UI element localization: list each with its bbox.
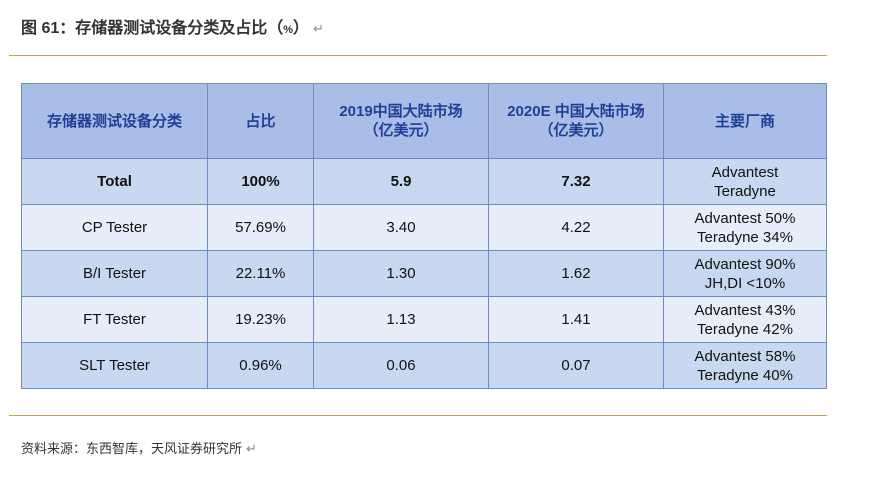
figure-title-text: 图 61：存储器测试设备分类及占比（: [21, 20, 284, 37]
header-share-label: 占比: [245, 112, 276, 130]
vendor-line: Teradyne 34%: [697, 228, 793, 246]
cell-market-2020: 4.22: [488, 204, 664, 251]
cell-vendors: Advantest 90% JH,DI <10%: [663, 250, 827, 297]
cell-market-2019: 1.13: [313, 296, 489, 343]
figure-title: 图 61：存储器测试设备分类及占比（%） ↵: [21, 14, 324, 38]
table-header-row: 存储器测试设备分类 占比 2019中国大陆市场 （亿美元） 2020E 中国大陆…: [21, 83, 827, 159]
header-2020-unit: （亿美元）: [538, 122, 614, 139]
table-row: CP Tester 57.69% 3.40 4.22 Advantest 50%…: [21, 204, 827, 251]
cell-market-2020: 0.07: [488, 342, 664, 389]
cell-share: 100%: [207, 158, 314, 205]
cell-category: Total: [21, 158, 208, 205]
header-2020-market: 2020E 中国大陆市场 （亿美元）: [488, 83, 664, 159]
cell-vendors: Advantest 50% Teradyne 34%: [663, 204, 827, 251]
paragraph-mark-icon: ↵: [246, 441, 257, 456]
cell-category: SLT Tester: [21, 342, 208, 389]
figure-title-close: ）: [293, 20, 310, 37]
cell-market-2019: 3.40: [313, 204, 489, 251]
source-text: 资料来源：东西智库，天风证券研究所: [21, 441, 243, 456]
cell-category: CP Tester: [21, 204, 208, 251]
vendor-line: Teradyne 40%: [697, 366, 793, 384]
cell-market-2020: 1.41: [488, 296, 664, 343]
bottom-rule: [9, 415, 827, 416]
table-row-total: Total 100% 5.9 7.32 Advantest Teradyne: [21, 158, 827, 205]
cell-market-2019: 1.30: [313, 250, 489, 297]
paragraph-mark-icon: ↵: [313, 21, 324, 36]
cell-share: 57.69%: [207, 204, 314, 251]
figure-title-percent: %: [283, 24, 294, 36]
header-2019-unit: （亿美元）: [363, 122, 439, 139]
vendor-line: Advantest 90%: [694, 255, 796, 273]
cell-share: 19.23%: [207, 296, 314, 343]
header-vendors: 主要厂商: [663, 83, 827, 159]
cell-vendors: Advantest 43% Teradyne 42%: [663, 296, 827, 343]
vendor-line: JH,DI <10%: [704, 274, 786, 292]
table-row: FT Tester 19.23% 1.13 1.41 Advantest 43%…: [21, 296, 827, 343]
vendor-line: Advantest 43%: [694, 301, 796, 319]
header-category-label: 存储器测试设备分类: [46, 112, 182, 130]
cell-category: B/I Tester: [21, 250, 208, 297]
header-2019-market: 2019中国大陆市场 （亿美元）: [313, 83, 489, 159]
header-share: 占比: [207, 83, 314, 159]
vendor-line: Advantest 50%: [694, 209, 796, 227]
table-row: SLT Tester 0.96% 0.06 0.07 Advantest 58%…: [21, 342, 827, 389]
vendor-line: Advantest: [711, 163, 779, 181]
header-2020-label: 2020E 中国大陆市场: [507, 103, 645, 120]
cell-vendors: Advantest 58% Teradyne 40%: [663, 342, 827, 389]
cell-share: 22.11%: [207, 250, 314, 297]
vendor-line: Teradyne: [714, 182, 776, 200]
vendor-line: Advantest 58%: [694, 347, 796, 365]
header-category: 存储器测试设备分类: [21, 83, 208, 159]
cell-market-2019: 0.06: [313, 342, 489, 389]
vendor-line: Teradyne 42%: [697, 320, 793, 338]
cell-category: FT Tester: [21, 296, 208, 343]
memory-tester-table: 存储器测试设备分类 占比 2019中国大陆市场 （亿美元） 2020E 中国大陆…: [21, 83, 827, 389]
cell-share: 0.96%: [207, 342, 314, 389]
header-2019-label: 2019中国大陆市场: [339, 103, 463, 120]
cell-market-2020: 1.62: [488, 250, 664, 297]
cell-market-2020: 7.32: [488, 158, 664, 205]
table-row: B/I Tester 22.11% 1.30 1.62 Advantest 90…: [21, 250, 827, 297]
cell-vendors: Advantest Teradyne: [663, 158, 827, 205]
header-vendors-label: 主要厂商: [714, 112, 775, 130]
top-rule: [9, 55, 827, 56]
cell-market-2019: 5.9: [313, 158, 489, 205]
source-note: 资料来源：东西智库，天风证券研究所 ↵: [21, 438, 257, 457]
